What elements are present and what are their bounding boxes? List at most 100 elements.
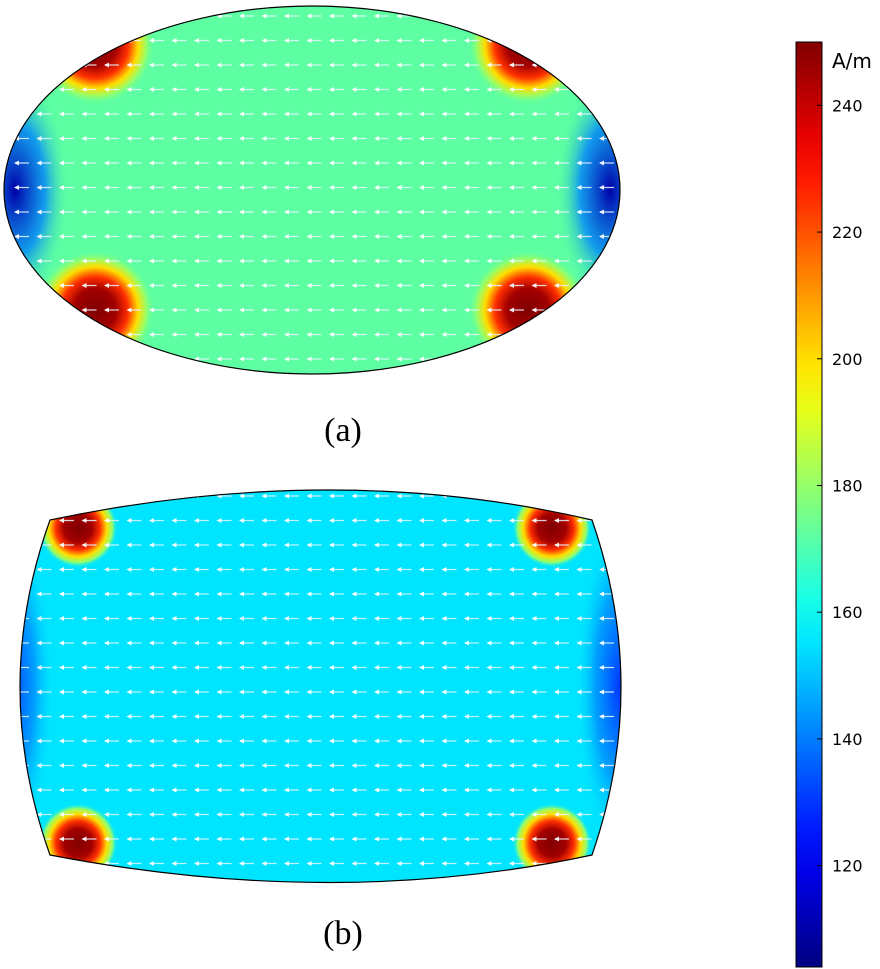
field-arrow	[531, 591, 547, 597]
field-arrow	[329, 283, 344, 288]
field-arrow	[171, 689, 187, 695]
field-arrow	[239, 62, 254, 68]
field-arrow	[419, 62, 434, 68]
field-arrow	[36, 493, 52, 499]
field-arrow	[306, 209, 322, 215]
field-arrow	[599, 13, 614, 19]
field-arrow	[104, 307, 119, 313]
field-arrow	[441, 283, 457, 288]
field-arrow	[261, 591, 277, 597]
field-arrow	[284, 185, 299, 190]
field-arrow	[306, 812, 322, 817]
field-arrow	[531, 283, 547, 288]
field-arrow	[576, 812, 592, 817]
field-arrow	[599, 87, 614, 92]
field-arrow	[126, 714, 142, 719]
field-arrow	[239, 111, 254, 117]
field-arrow	[149, 136, 164, 141]
field-arrow	[261, 763, 277, 768]
domain-outline	[3, 5, 621, 375]
field-arrow	[14, 209, 29, 215]
field-arrow	[239, 714, 254, 719]
field-arrow	[306, 283, 322, 288]
field-arrow	[329, 356, 344, 362]
field-arrow	[284, 689, 299, 695]
field-arrow	[126, 111, 142, 117]
colorbar-tick-label: 140	[832, 730, 863, 749]
field-arrow	[464, 62, 479, 68]
field-arrow	[486, 283, 502, 288]
field-arrow	[261, 38, 277, 43]
field-arrow	[419, 332, 434, 337]
field-arrow	[59, 518, 74, 523]
field-arrow	[531, 616, 547, 621]
field-arrow	[104, 812, 119, 817]
colorbar-tick-label: 220	[832, 223, 863, 242]
field-arrow	[81, 258, 97, 264]
field-arrow	[509, 836, 524, 842]
field-arrow	[419, 542, 434, 548]
field-arrow	[171, 861, 187, 866]
field-arrow	[351, 787, 367, 793]
field-arrow	[261, 812, 277, 817]
field-arrow	[216, 665, 232, 670]
field-arrow	[396, 87, 412, 92]
field-arrow	[531, 38, 547, 43]
field-arrow	[216, 836, 232, 842]
field-arrow	[396, 861, 412, 866]
field-arrow	[554, 62, 569, 68]
field-arrow	[14, 307, 29, 313]
field-arrow	[306, 518, 322, 523]
field-arrow	[351, 307, 367, 313]
field-arrow	[284, 258, 299, 264]
field-arrow	[216, 591, 232, 597]
field-arrow	[419, 812, 434, 817]
field-arrow	[599, 763, 614, 768]
field-arrow	[81, 13, 97, 19]
field-arrow	[59, 787, 74, 793]
field-arrow	[194, 38, 209, 43]
field-arrow	[104, 185, 119, 190]
field-arrow	[306, 234, 322, 239]
field-arrow	[239, 738, 254, 744]
field-arrow	[104, 356, 119, 362]
field-arrow	[554, 518, 569, 523]
field-arrow	[59, 87, 74, 92]
field-arrow	[59, 332, 74, 337]
field-arrow	[194, 356, 209, 362]
field-arrow	[59, 234, 74, 239]
field-arrow	[306, 62, 322, 68]
field-arrow	[554, 665, 569, 670]
field-arrow	[599, 356, 614, 362]
field-arrow	[104, 87, 119, 92]
field-arrow	[171, 332, 187, 337]
field-arrow	[36, 209, 52, 215]
field-arrow	[104, 38, 119, 43]
field-arrow	[531, 332, 547, 337]
field-arrow	[509, 567, 524, 572]
field-arrow	[351, 567, 367, 572]
field-arrow	[576, 738, 592, 744]
field-arrow	[261, 861, 277, 866]
field-arrow	[306, 136, 322, 141]
field-arrow	[329, 518, 344, 523]
field-arrow	[126, 542, 142, 548]
field-arrow	[419, 283, 434, 288]
field-arrow	[351, 640, 367, 646]
field-arrow	[81, 307, 97, 313]
field-arrow	[329, 13, 344, 19]
field-arrow	[554, 185, 569, 190]
field-arrow	[329, 542, 344, 548]
field-arrow	[531, 13, 547, 19]
field-arrow	[81, 812, 97, 817]
panel-b	[19, 489, 622, 884]
field-arrow	[261, 714, 277, 719]
field-arrow	[14, 283, 29, 288]
field-arrow	[509, 518, 524, 523]
field-arrow	[36, 812, 52, 817]
field-arrow	[59, 714, 74, 719]
field-arrow	[239, 283, 254, 288]
field-arrow	[20, 568, 29, 571]
field-arrow	[419, 111, 434, 117]
field-arrow	[149, 111, 164, 117]
